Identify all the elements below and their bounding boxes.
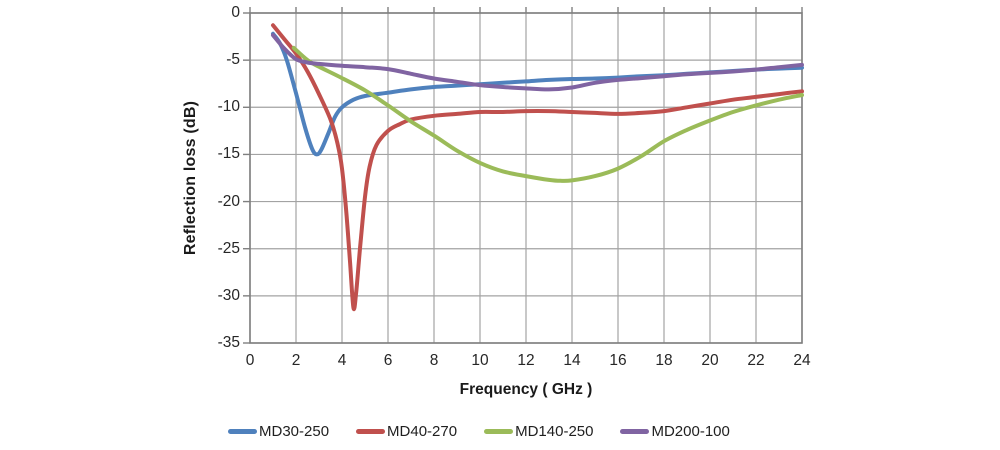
y-tick-label: -25 xyxy=(217,239,240,257)
y-tick-label: -20 xyxy=(217,192,240,210)
x-tick-label: 18 xyxy=(655,352,673,369)
x-tick-label: 14 xyxy=(563,352,581,369)
legend-label: MD40-270 xyxy=(387,423,458,440)
x-tick-label: 20 xyxy=(701,352,719,369)
y-tick-label: 0 xyxy=(231,4,240,21)
legend-label: MD140-250 xyxy=(515,423,594,440)
y-tick-label: -30 xyxy=(217,286,240,304)
plot-border xyxy=(249,12,803,344)
x-tick-label: 8 xyxy=(429,352,439,369)
legend-label: MD30-250 xyxy=(259,423,330,440)
x-tick-label: 4 xyxy=(337,352,347,369)
x-tick-label: 22 xyxy=(747,352,765,369)
x-tick-label: 24 xyxy=(793,352,811,369)
y-tick-label: -15 xyxy=(217,145,240,163)
x-tick-label: 10 xyxy=(471,352,489,369)
legend-item-MD40-270: MD40-270 xyxy=(356,423,457,440)
legend-item-MD200-100: MD200-100 xyxy=(620,423,730,440)
series-line-MD200-100 xyxy=(271,33,804,92)
chart-legend: MD30-250 MD40-270 MD140-250 MD200-100 xyxy=(228,423,730,440)
series-line-MD40-270 xyxy=(271,23,804,312)
y-tick-label: -5 xyxy=(226,51,240,69)
legend-item-MD30-250: MD30-250 xyxy=(228,423,329,440)
series-line-MD140-250 xyxy=(291,45,804,183)
x-tick-label: 16 xyxy=(609,352,627,369)
legend-label: MD200-100 xyxy=(651,423,730,440)
x-axis-title: Frequency ( GHz ) xyxy=(459,381,593,398)
x-tick-label: 2 xyxy=(291,352,301,369)
legend-swatch xyxy=(620,429,650,434)
y-tick-label: -10 xyxy=(217,98,240,116)
legend-swatch xyxy=(356,429,386,434)
legend-swatch xyxy=(228,429,257,434)
legend-item-MD140-250: MD140-250 xyxy=(484,423,593,440)
y-tick-label: -35 xyxy=(217,334,240,351)
x-tick-label: 12 xyxy=(517,352,535,369)
series-line-MD30-250 xyxy=(271,31,804,157)
x-tick-label: 6 xyxy=(383,352,393,369)
x-tick-label: 0 xyxy=(245,352,255,369)
legend-swatch xyxy=(484,429,514,434)
